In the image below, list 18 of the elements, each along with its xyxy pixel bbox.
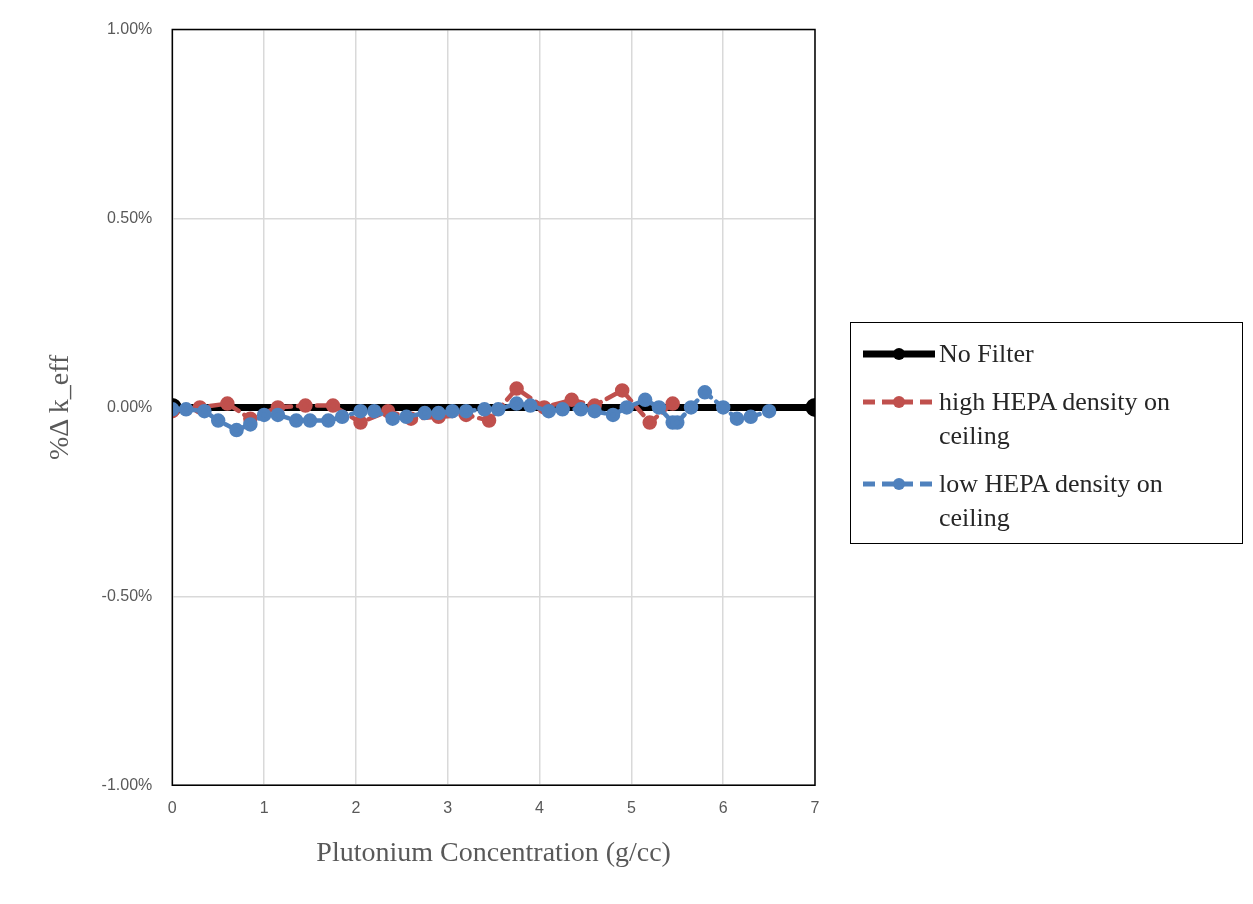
- y-tick-label: -0.50%: [101, 586, 153, 604]
- x-tick-label: 3: [443, 799, 453, 817]
- x-tick-label: 7: [810, 799, 820, 817]
- x-tick-label: 6: [718, 799, 728, 817]
- y-tick-label: -1.00%: [101, 775, 153, 793]
- y-tick-label: 0.50%: [106, 208, 153, 226]
- y-tick-label: 1.00%: [106, 20, 153, 38]
- x-tick-label: 2: [351, 799, 361, 817]
- legend-label: No Filter: [939, 338, 1034, 370]
- legend-label: low HEPA density on ceiling: [939, 468, 1164, 534]
- x-axis-title: Plutonium Concentration (g/cc): [316, 835, 671, 867]
- legend-label: high HEPA density on ceiling: [939, 386, 1171, 452]
- x-tick-label: 0: [167, 799, 177, 817]
- x-tick-label: 5: [626, 799, 636, 817]
- x-tick-label: 4: [535, 799, 545, 817]
- y-tick-label: 0.00%: [106, 397, 153, 415]
- x-tick-label: 1: [259, 799, 269, 817]
- y-axis-title: %Δ k_eff: [43, 354, 75, 461]
